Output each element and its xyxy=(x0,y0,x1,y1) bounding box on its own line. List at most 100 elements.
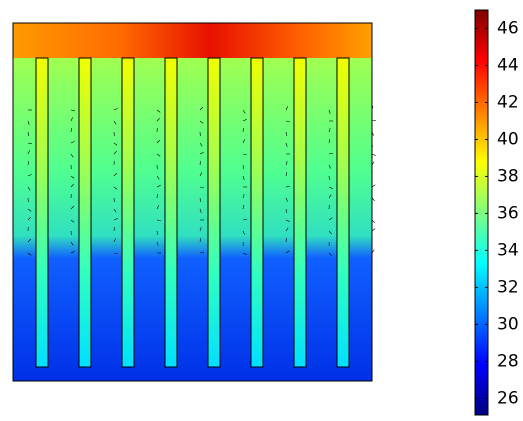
colorbar-tick-label: 44 xyxy=(497,55,519,75)
colorbar-tick-label: 42 xyxy=(497,92,519,112)
flow-arrow xyxy=(199,120,204,124)
flow-arrow xyxy=(242,164,245,169)
flow-arrow xyxy=(113,238,116,243)
flow-arrow xyxy=(285,185,290,188)
flow-arrow xyxy=(371,197,375,202)
fin xyxy=(35,57,49,368)
flow-arrow xyxy=(156,241,159,246)
flow-arrow xyxy=(113,252,118,255)
flow-arrow xyxy=(242,230,245,235)
flow-arrow xyxy=(156,193,158,199)
fin xyxy=(293,57,307,368)
flow-arrow xyxy=(113,150,117,155)
colorbar-tick-label: 40 xyxy=(497,129,519,149)
flow-arrow xyxy=(285,131,288,136)
flow-arrow xyxy=(70,127,72,133)
fluid-region xyxy=(13,58,372,381)
flow-arrow xyxy=(70,183,74,188)
flow-arrow xyxy=(70,219,75,223)
flow-arrow xyxy=(328,139,331,144)
temperature-field xyxy=(12,22,373,382)
flow-arrows xyxy=(27,106,376,257)
flow-arrow xyxy=(242,109,246,114)
colorbar-tick-label: 28 xyxy=(497,351,519,371)
flow-arrow xyxy=(113,226,115,232)
flow-arrow xyxy=(113,186,118,190)
flow-arrow xyxy=(328,175,330,181)
flow-arrow xyxy=(328,217,333,221)
flow-arrow xyxy=(113,108,118,111)
flow-arrow xyxy=(371,119,376,122)
flow-arrow xyxy=(70,205,74,210)
flow-arrow xyxy=(285,161,288,166)
flow-arrow xyxy=(156,230,159,235)
colorbar-tick-label: 26 xyxy=(497,388,519,408)
flow-arrow xyxy=(242,139,245,144)
colorbar: 26 28 30 32 34 36 38 40 42 44 46 xyxy=(474,9,519,416)
flow-arrow xyxy=(285,227,289,232)
flow-arrow xyxy=(70,109,75,112)
flow-arrow xyxy=(371,142,373,148)
flow-arrow xyxy=(242,218,247,221)
flow-arrow xyxy=(156,205,159,210)
flow-arrow xyxy=(70,241,74,246)
colorbar-tick-label: 32 xyxy=(497,277,519,297)
flow-arrow xyxy=(27,252,32,256)
fin xyxy=(336,57,350,368)
flow-arrow xyxy=(328,164,331,169)
flow-arrow xyxy=(371,228,376,232)
flow-arrow xyxy=(285,142,288,147)
flow-arrow xyxy=(199,186,204,189)
flow-arrow xyxy=(328,186,333,189)
flow-arrow xyxy=(113,218,118,221)
flow-arrow xyxy=(70,153,74,158)
heat-sink-base xyxy=(13,23,372,58)
colorbar-tick-label: 30 xyxy=(497,314,519,334)
flow-arrow xyxy=(199,238,202,243)
flow-arrow xyxy=(156,153,161,157)
flow-arrow xyxy=(328,152,333,155)
flow-arrow xyxy=(27,238,31,243)
flow-arrow xyxy=(113,120,117,125)
flow-arrow xyxy=(27,174,32,177)
flow-arrow xyxy=(199,106,203,111)
flow-arrow xyxy=(27,150,30,155)
flow-arrow xyxy=(242,153,247,156)
flow-arrow xyxy=(27,216,31,221)
flow-arrow xyxy=(371,131,374,136)
flow-arrow xyxy=(328,230,332,235)
flow-arrow xyxy=(371,219,376,224)
flow-arrow xyxy=(70,117,73,122)
flow-arrow xyxy=(113,172,117,177)
flow-arrow xyxy=(156,139,160,144)
flow-arrow xyxy=(371,153,376,156)
flow-arrow xyxy=(328,194,332,199)
flow-arrow xyxy=(70,141,75,144)
fin xyxy=(121,57,135,368)
flow-arrow xyxy=(242,241,244,247)
colorbar-tick-label: 34 xyxy=(497,240,519,260)
flow-arrow xyxy=(156,117,160,122)
flow-arrow xyxy=(242,127,244,133)
flow-arrow xyxy=(199,160,201,166)
flow-arrow xyxy=(242,205,245,210)
flow-arrow xyxy=(156,175,160,180)
fin xyxy=(250,57,264,368)
flow-arrow xyxy=(199,142,203,147)
flow-arrow xyxy=(27,142,32,145)
flow-arrow xyxy=(371,184,376,188)
flow-arrow xyxy=(371,106,374,111)
fin xyxy=(207,57,221,368)
flow-arrow xyxy=(371,161,375,166)
colorbar-tick-label: 46 xyxy=(497,18,519,38)
flow-arrow xyxy=(27,131,30,136)
flow-arrow xyxy=(285,208,287,214)
flow-arrow xyxy=(285,250,290,254)
flow-arrow xyxy=(285,106,288,111)
flow-arrow xyxy=(242,119,247,122)
flow-arrow xyxy=(285,219,290,222)
flow-arrow xyxy=(199,152,204,155)
flow-arrow xyxy=(70,251,75,254)
flow-arrow xyxy=(285,172,288,177)
